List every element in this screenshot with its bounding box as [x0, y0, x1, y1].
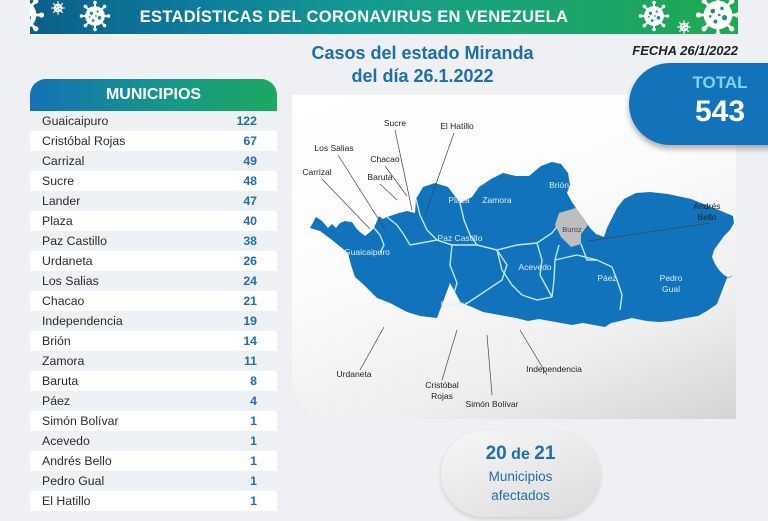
svg-text:Brión: Brión [549, 180, 569, 190]
svg-text:Lander: Lander [441, 299, 468, 309]
svg-text:Buroz: Buroz [562, 225, 582, 234]
svg-text:Baruta: Baruta [367, 172, 392, 182]
svg-text:Zamora: Zamora [482, 195, 512, 205]
svg-text:Bello: Bello [698, 212, 717, 222]
svg-text:Acevedo: Acevedo [518, 262, 551, 272]
svg-text:Guaicaipuro: Guaicaipuro [344, 247, 390, 257]
svg-text:Carrizal: Carrizal [302, 167, 331, 177]
svg-text:Independencia: Independencia [526, 364, 582, 374]
svg-text:El Hatillo: El Hatillo [440, 121, 474, 131]
svg-text:Urdaneta: Urdaneta [337, 369, 372, 379]
svg-text:Pedro: Pedro [660, 273, 683, 283]
svg-text:Los Salias: Los Salias [314, 143, 353, 153]
svg-text:Plaza: Plaza [448, 195, 470, 205]
svg-text:Chacao: Chacao [370, 154, 400, 164]
svg-text:Rojas: Rojas [431, 391, 453, 401]
svg-text:Cristóbal: Cristóbal [425, 380, 459, 390]
svg-text:Paz Castillo: Paz Castillo [438, 233, 483, 243]
svg-text:Sucre: Sucre [384, 118, 406, 128]
svg-text:Páez: Páez [597, 273, 616, 283]
svg-text:Gual: Gual [662, 284, 680, 294]
svg-text:Simón Bolívar: Simón Bolívar [466, 399, 519, 409]
svg-text:Andrés: Andrés [694, 201, 721, 211]
